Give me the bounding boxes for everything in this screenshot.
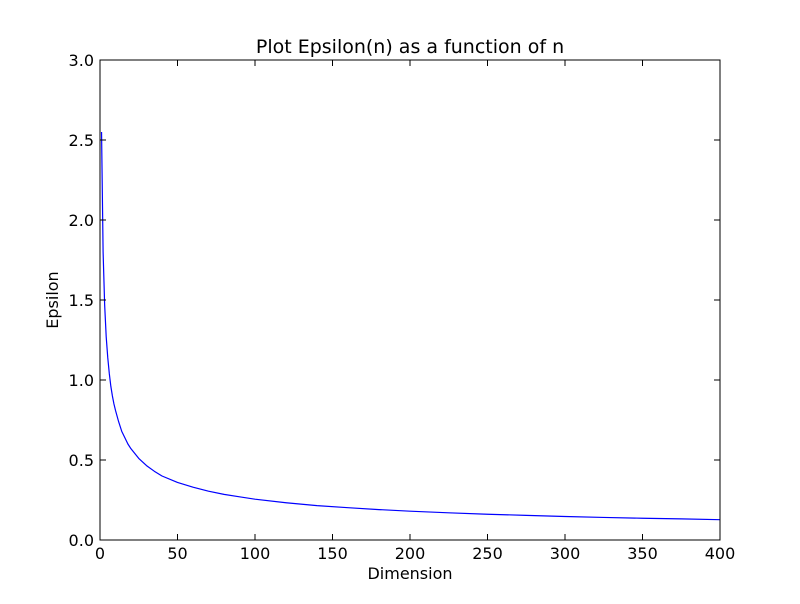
y-tick-label: 0.5 [69, 451, 94, 470]
series-layer [100, 131, 721, 521]
y-tick-label: 1.5 [69, 291, 94, 310]
ticks-layer: 0 50 100 150 200 250 300 350 400 0.0 0.5 1.0 1.5 2.0 2… [69, 51, 736, 563]
series-line-0 [100, 131, 721, 521]
y-tick-label: 2.0 [69, 211, 94, 230]
x-axis-label: Dimension [367, 564, 452, 583]
chart-title: Plot Epsilon(n) as a function of n [256, 36, 564, 58]
y-tick-label: 0.0 [69, 531, 94, 550]
x-tick-label: 300 [550, 544, 581, 563]
x-tick-label: 400 [705, 544, 736, 563]
x-tick-label: 200 [395, 544, 426, 563]
y-tick-label: 2.5 [69, 131, 94, 150]
y-tick-label: 1.0 [69, 371, 94, 390]
x-tick-label: 50 [167, 544, 187, 563]
y-axis-label: Epsilon [43, 271, 62, 328]
x-tick-label: 150 [317, 544, 348, 563]
x-tick-label: 250 [472, 544, 503, 563]
x-tick-label: 0 [95, 544, 105, 563]
y-tick-label: 3.0 [69, 51, 94, 70]
plot-frame [99, 59, 721, 541]
x-tick-label: 100 [240, 544, 271, 563]
plot-area [100, 60, 720, 540]
x-tick-label: 350 [627, 544, 658, 563]
